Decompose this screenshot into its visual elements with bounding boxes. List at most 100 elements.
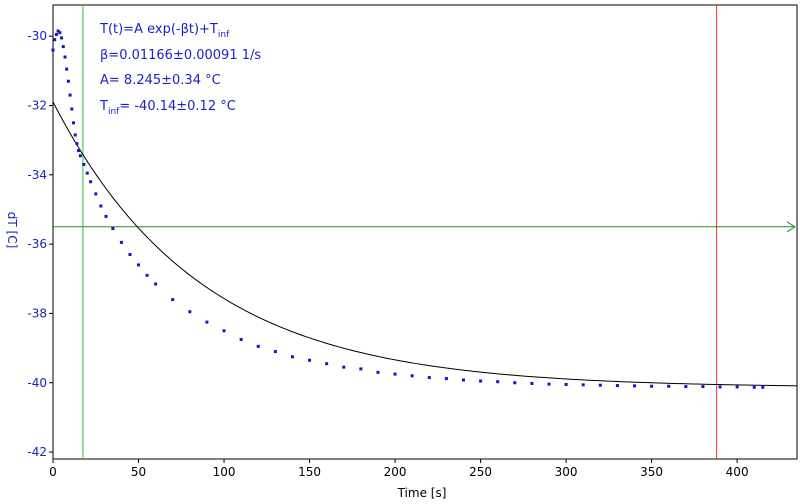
data-point bbox=[72, 121, 76, 125]
data-point bbox=[73, 133, 77, 137]
x-axis-ticks: 0 50 100 150 200 250 300 350 400 bbox=[49, 459, 749, 479]
y-axis-title: dT [C] bbox=[5, 212, 19, 249]
svg-text:Tinf= -40.14±0.12 °C: Tinf= -40.14±0.12 °C bbox=[99, 99, 236, 117]
data-point bbox=[718, 385, 722, 389]
data-point bbox=[359, 367, 363, 371]
x-tick-label: 300 bbox=[555, 465, 578, 479]
data-point bbox=[188, 310, 192, 314]
data-point bbox=[119, 240, 123, 244]
y-tick-label: -42 bbox=[27, 445, 47, 459]
data-point bbox=[256, 344, 260, 348]
data-point bbox=[427, 376, 431, 380]
data-point bbox=[94, 192, 98, 196]
data-point bbox=[111, 227, 115, 231]
data-point bbox=[77, 149, 81, 153]
x-tick-label: 50 bbox=[131, 465, 146, 479]
data-point bbox=[752, 385, 756, 389]
data-point bbox=[85, 171, 89, 175]
data-point bbox=[171, 298, 175, 302]
fit-annotation: T(t)=A exp(-βt)+Tinf β=0.01166±0.00091 1… bbox=[99, 22, 261, 117]
annotation-formula: T(t)=A exp(-βt)+T bbox=[99, 22, 218, 37]
data-point bbox=[66, 79, 70, 83]
y-tick-label: -38 bbox=[27, 306, 47, 320]
data-point bbox=[410, 374, 414, 378]
data-point bbox=[735, 385, 739, 389]
y-tick-label: -36 bbox=[27, 237, 47, 251]
y-tick-label: -32 bbox=[27, 99, 47, 113]
data-point bbox=[581, 383, 585, 387]
data-point bbox=[222, 329, 226, 333]
annotation-tinf-value: = -40.14±0.12 °C bbox=[119, 99, 235, 114]
x-tick-label: 150 bbox=[298, 465, 321, 479]
data-point bbox=[461, 378, 465, 382]
data-point bbox=[761, 385, 765, 389]
marker-lines bbox=[53, 5, 796, 459]
data-point bbox=[68, 93, 72, 97]
data-point bbox=[547, 382, 551, 386]
annotation-amplitude: A= 8.245±0.34 °C bbox=[100, 73, 221, 88]
plot-frame bbox=[52, 4, 798, 460]
arrow-right-icon bbox=[786, 221, 796, 233]
x-tick-label: 250 bbox=[469, 465, 492, 479]
data-point bbox=[56, 29, 60, 33]
data-point bbox=[376, 370, 380, 374]
data-point bbox=[701, 385, 705, 389]
data-point bbox=[205, 320, 209, 324]
data-point bbox=[342, 365, 346, 369]
data-point bbox=[667, 384, 671, 388]
x-axis-title: Time [s] bbox=[397, 486, 447, 500]
annotation-beta: β=0.01166±0.00091 1/s bbox=[100, 48, 261, 63]
data-point bbox=[70, 107, 74, 111]
data-point bbox=[564, 382, 568, 386]
y-axis-ticks: -42 -40 -38 -36 -34 -32 -30 bbox=[27, 29, 53, 459]
data-point bbox=[99, 204, 103, 208]
x-tick-label: 100 bbox=[213, 465, 236, 479]
data-points bbox=[51, 29, 765, 389]
data-point bbox=[633, 384, 637, 388]
data-point bbox=[684, 385, 688, 389]
data-point bbox=[82, 162, 86, 166]
svg-text:T(t)=A exp(-βt)+Tinf: T(t)=A exp(-βt)+Tinf bbox=[99, 22, 230, 40]
data-point bbox=[54, 32, 58, 36]
data-point bbox=[615, 384, 619, 388]
data-point bbox=[444, 377, 448, 381]
data-point bbox=[308, 358, 312, 362]
fit-curve bbox=[52, 101, 798, 387]
x-tick-label: 200 bbox=[384, 465, 407, 479]
data-point bbox=[51, 48, 55, 52]
annotation-formula-sub: inf bbox=[218, 30, 230, 40]
data-point bbox=[496, 380, 500, 384]
data-point bbox=[393, 372, 397, 376]
data-point bbox=[273, 350, 277, 354]
data-point bbox=[78, 154, 82, 158]
data-point bbox=[145, 273, 149, 277]
data-point bbox=[239, 337, 243, 341]
data-point bbox=[89, 180, 93, 184]
data-point bbox=[53, 38, 57, 42]
data-point bbox=[325, 362, 329, 366]
data-point bbox=[530, 381, 534, 385]
data-point bbox=[513, 381, 517, 385]
data-point bbox=[61, 45, 65, 49]
y-tick-label: -34 bbox=[27, 168, 47, 182]
data-point bbox=[58, 31, 62, 35]
data-point bbox=[104, 214, 108, 218]
x-tick-label: 0 bbox=[49, 465, 57, 479]
annotation-tinf-sub: inf bbox=[108, 107, 120, 117]
annotation-tinf-prefix: T bbox=[99, 99, 108, 114]
y-tick-label: -40 bbox=[27, 376, 47, 390]
y-tick-label: -30 bbox=[27, 29, 47, 43]
data-point bbox=[63, 55, 67, 59]
data-point bbox=[650, 384, 654, 388]
x-tick-label: 350 bbox=[640, 465, 663, 479]
data-point bbox=[479, 379, 483, 383]
data-point bbox=[75, 142, 79, 146]
data-point bbox=[128, 253, 132, 257]
data-point bbox=[137, 263, 141, 267]
data-point bbox=[65, 67, 69, 71]
data-point bbox=[60, 36, 64, 40]
data-point bbox=[154, 282, 158, 286]
data-point bbox=[290, 355, 294, 359]
data-point bbox=[598, 383, 602, 387]
